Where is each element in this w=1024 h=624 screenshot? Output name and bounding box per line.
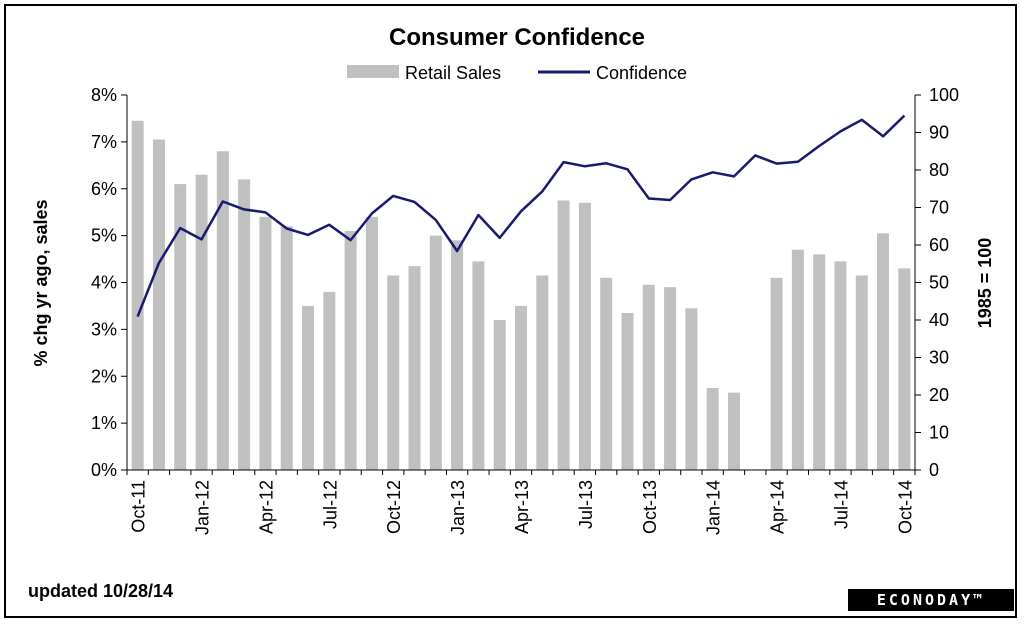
right-tick-label: 70 [929,198,949,218]
right-tick-label: 80 [929,160,949,180]
right-tick-label: 50 [929,273,949,293]
retail-sales-bar [791,249,804,470]
retail-sales-bar [152,139,165,470]
x-tick-label: Apr-14 [768,480,788,534]
x-tick-label: Apr-12 [256,480,276,534]
legend-label-retail-sales: Retail Sales [405,63,501,83]
retail-sales-bar [664,287,677,470]
retail-sales-bar [685,308,698,470]
retail-sales-bar [621,312,634,470]
retail-sales-bar [216,151,229,470]
x-tick-label: Jul-13 [576,480,596,529]
right-axis-ticks: 0 10 20 30 40 50 60 70 80 90 100 [915,85,959,480]
right-tick-label: 30 [929,348,949,368]
econoday-logo: ECONODAY™ [848,589,1014,611]
retail-sales-bar [174,184,187,470]
retail-sales-bar [259,216,272,470]
retail-sales-bar [451,240,464,470]
retail-sales-bars [131,120,911,470]
retail-sales-bar [365,216,378,470]
retail-sales-bar [131,120,144,470]
retail-sales-bar [238,179,251,470]
retail-sales-bar [642,284,655,470]
right-tick-label: 0 [929,460,939,480]
retail-sales-bar [813,254,826,470]
retail-sales-bar [727,392,740,470]
left-tick-label: 6% [91,179,117,199]
left-tick-label: 1% [91,413,117,433]
retail-sales-bar [344,230,357,470]
x-tick-label: Oct-13 [640,480,660,534]
x-tick-label: Jan-12 [193,480,213,535]
retail-sales-bar [515,305,527,470]
retail-sales-bar [323,291,336,470]
retail-sales-bar [408,266,421,470]
left-tick-label: 7% [91,132,117,152]
left-axis-title: % chg yr ago, sales [31,199,51,366]
left-tick-label: 3% [91,319,117,339]
right-tick-label: 20 [929,385,949,405]
right-tick-label: 60 [929,235,949,255]
left-axis-ticks: 0% 1% 2% 3% 4% 5% 6% 7% 8% [91,85,127,480]
left-tick-label: 0% [91,460,117,480]
retail-sales-bar [493,320,506,470]
retail-sales-bar [877,233,890,470]
retail-sales-bar [472,261,485,470]
retail-sales-bar [536,275,549,470]
retail-sales-bar [578,202,591,470]
x-tick-label: Jul-14 [832,480,852,529]
left-tick-label: 4% [91,273,117,293]
x-axis-ticks: Oct-11 Jan-12 Apr-12 Jul-12 Oct-12 Jan-13 Apr-… [126,470,916,535]
updated-date: updated 10/28/14 [28,581,174,601]
retail-sales-bar [280,226,293,470]
legend: Retail Sales Confidence [347,63,687,83]
left-tick-label: 5% [91,226,117,246]
retail-sales-bar [429,235,442,470]
legend-label-confidence: Confidence [596,63,687,83]
retail-sales-bar [855,275,868,470]
retail-sales-bar [600,277,613,470]
x-tick-label: Apr-13 [512,480,532,534]
right-tick-label: 10 [929,423,949,443]
x-tick-label: Jan-13 [448,480,468,535]
left-tick-label: 8% [91,85,117,105]
chart-title: Consumer Confidence [389,24,645,51]
retail-sales-bar [770,277,783,470]
x-tick-label: Oct-12 [384,480,404,534]
legend-swatch-retail-sales [347,65,399,78]
left-tick-label: 2% [91,366,117,386]
confidence-line [136,114,906,318]
x-tick-label: Oct-11 [129,480,149,533]
right-tick-label: 90 [929,123,949,143]
retail-sales-bar [302,305,315,470]
chart-frame [4,4,1017,618]
x-tick-label: Jul-12 [320,480,340,529]
right-axis-title: 1985 = 100 [975,238,995,329]
right-tick-label: 40 [929,310,949,330]
retail-sales-bar [834,261,847,470]
retail-sales-bar [898,268,911,470]
x-tick-label: Jan-14 [704,480,724,535]
retail-sales-bar [706,387,719,470]
retail-sales-bar [557,200,570,470]
x-tick-label: Oct-14 [895,480,915,534]
retail-sales-bar [195,174,208,470]
retail-sales-bar [387,275,400,470]
right-tick-label: 100 [929,85,959,105]
